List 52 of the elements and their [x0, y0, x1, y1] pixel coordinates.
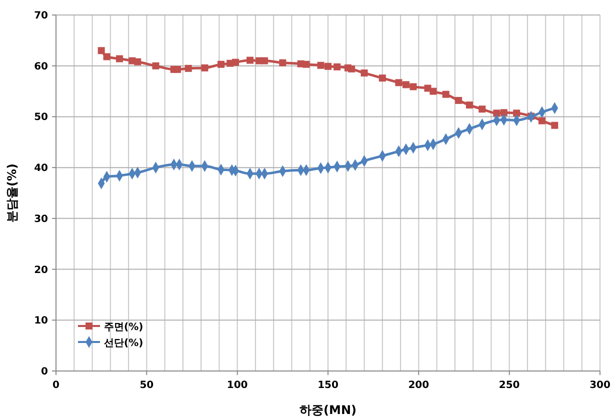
- point: [232, 58, 240, 66]
- point: [279, 59, 286, 66]
- point: [442, 90, 450, 98]
- point: [103, 53, 110, 60]
- y-tick-label: 60: [34, 61, 48, 72]
- point: [455, 96, 462, 104]
- point: [402, 81, 410, 88]
- y-tick-label: 30: [34, 214, 48, 225]
- point: [261, 57, 268, 64]
- point: [116, 55, 123, 62]
- point: [184, 64, 192, 72]
- point: [348, 65, 356, 72]
- point: [334, 63, 341, 70]
- point: [201, 64, 208, 72]
- point: [478, 106, 486, 113]
- x-tick-label: 50: [140, 380, 154, 391]
- point: [538, 117, 546, 124]
- point: [430, 88, 437, 95]
- point: [98, 47, 105, 54]
- x-tick-label: 0: [52, 380, 60, 391]
- point: [493, 110, 500, 117]
- point: [302, 60, 310, 68]
- point: [466, 102, 473, 109]
- point: [360, 69, 368, 76]
- point: [324, 62, 332, 70]
- x-tick-label: 250: [498, 380, 520, 391]
- y-tick-label: 10: [34, 316, 48, 327]
- point: [513, 110, 520, 117]
- y-tick-label: 0: [41, 366, 48, 378]
- point: [410, 83, 417, 90]
- point: [152, 62, 160, 70]
- x-axis-title: 하중(MN): [300, 403, 356, 417]
- point: [174, 66, 181, 73]
- legend-label: 선단(%): [104, 338, 144, 349]
- point: [246, 56, 254, 64]
- x-tick-label: 300: [590, 380, 610, 391]
- point: [395, 79, 402, 86]
- point: [317, 62, 324, 69]
- legend-label: 주면(%): [104, 322, 144, 333]
- point: [378, 74, 386, 82]
- x-tick-label: 150: [318, 380, 338, 391]
- point: [551, 122, 558, 129]
- y-tick-label: 70: [34, 10, 48, 22]
- x-tick-label: 100: [226, 380, 248, 391]
- x-tick-label: 200: [408, 380, 430, 391]
- y-axis-title: 분담율(%): [5, 164, 19, 222]
- point: [500, 109, 508, 116]
- point: [134, 58, 142, 66]
- point: [218, 60, 225, 68]
- y-tick-label: 40: [34, 163, 48, 174]
- y-tick-label: 20: [34, 264, 48, 276]
- y-tick-label: 50: [34, 112, 48, 124]
